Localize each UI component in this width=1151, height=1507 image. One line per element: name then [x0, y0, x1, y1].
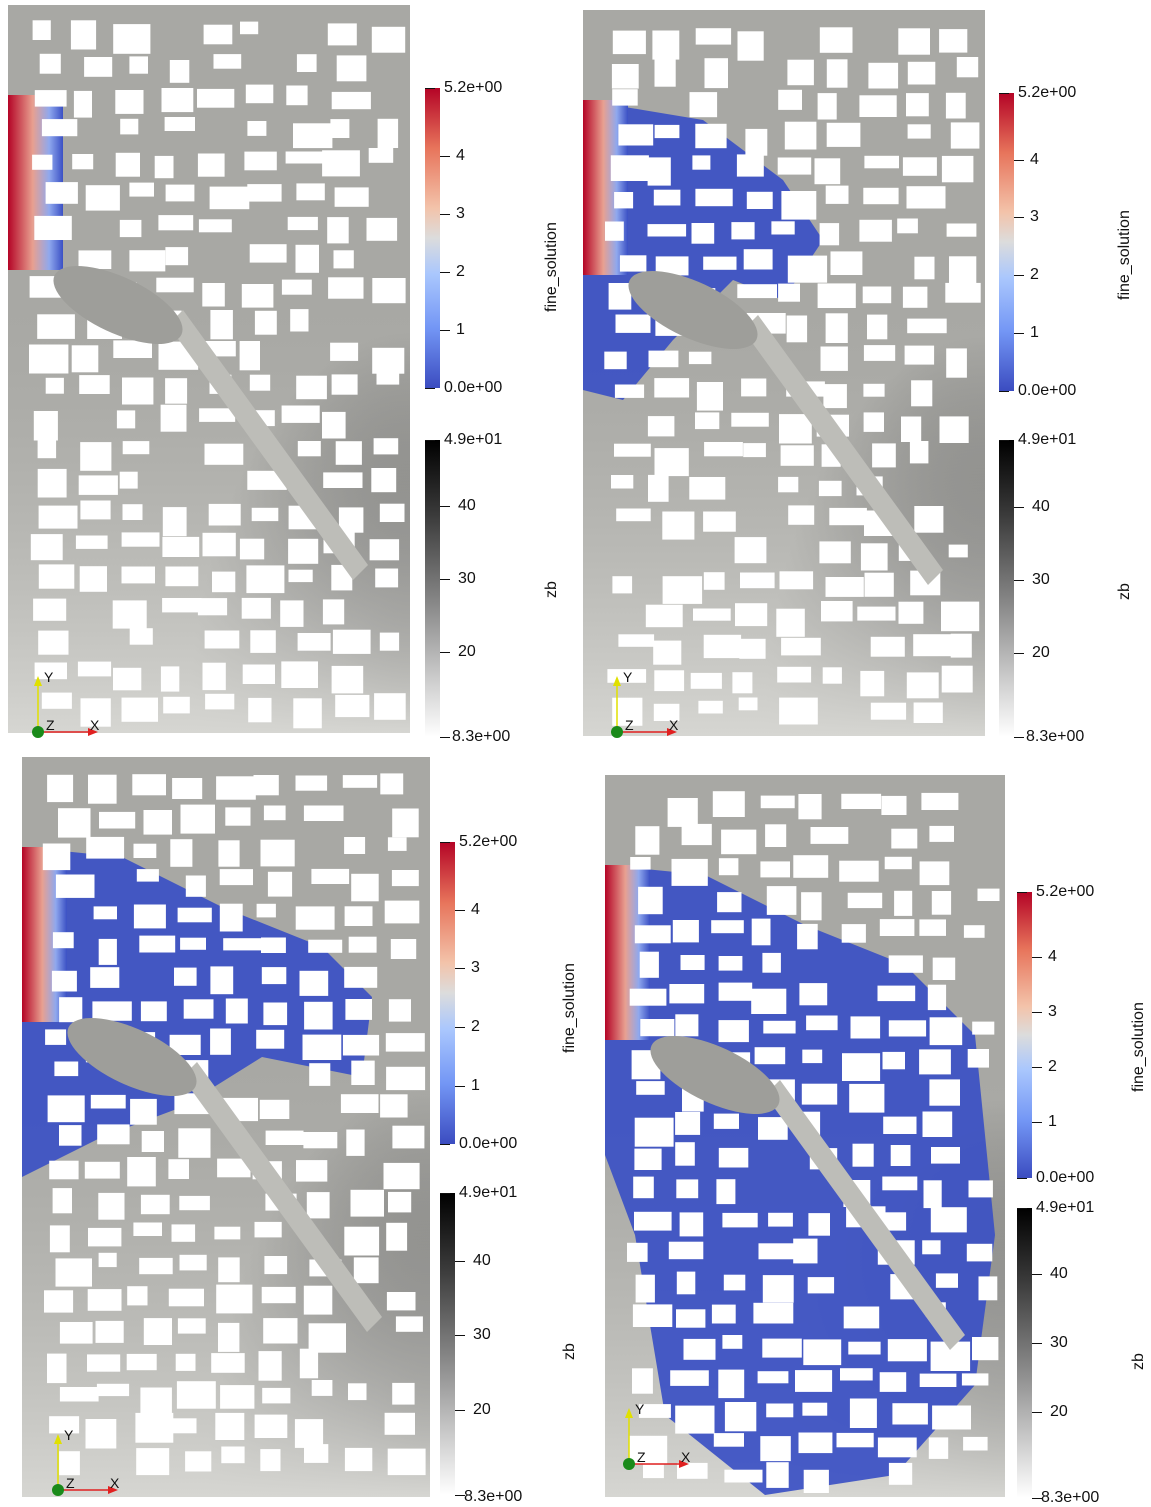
fine-tick-label: 0.0e+00 [1018, 382, 1077, 399]
fine-tick-label: 4 [1048, 948, 1057, 965]
zb-tick-label: 30 [458, 570, 476, 587]
zb-tick-label: 4.9e+01 [1018, 431, 1077, 448]
map-view[interactable] [605, 775, 1005, 1497]
fine-tick-label: 4 [1030, 151, 1039, 168]
fine-tick-label: 1 [456, 321, 465, 338]
fine-tick-label: 3 [471, 959, 480, 976]
map-view[interactable] [22, 757, 430, 1497]
map-render [583, 10, 985, 736]
zb-tick-label: 20 [473, 1401, 491, 1418]
axis-y-label: Y [623, 669, 633, 685]
fine-tick-label: 3 [456, 205, 465, 222]
panel-1: 5.2e+00 4 3 2 1 0.0e+00 fine_solution 4.… [0, 0, 575, 750]
axis-z-label: Z [46, 717, 55, 733]
axis-z-label: Z [66, 1475, 75, 1491]
zb-tick-label: 30 [1050, 1334, 1068, 1351]
zb-tick-label: 4.9e+01 [459, 1184, 518, 1201]
map-render [22, 757, 430, 1497]
fine-tick-label: 1 [1048, 1113, 1057, 1130]
fine-tick-label: 5.2e+00 [1036, 883, 1095, 900]
fine-solution-title: fine_solution [1130, 1002, 1147, 1092]
axes-icon [52, 1434, 118, 1496]
zb-tick-label: 8.3e+00 [1041, 1489, 1100, 1506]
axis-y-label: Y [635, 1401, 645, 1417]
zb-tick-label: 20 [1032, 644, 1050, 661]
orientation-axes: Y Z X [28, 668, 108, 748]
fine-tick-label: 0.0e+00 [459, 1135, 518, 1152]
zb-colorbar [425, 440, 440, 737]
zb-tick-label: 8.3e+00 [464, 1488, 523, 1505]
axis-x-label: X [110, 1475, 120, 1491]
zb-tick-label: 40 [473, 1252, 491, 1269]
zb-tick-label: 4.9e+01 [1036, 1199, 1095, 1216]
axis-x-label: X [669, 717, 679, 733]
axis-y-label: Y [64, 1427, 74, 1443]
fine-tick-label: 2 [456, 263, 465, 280]
zb-colorbar [440, 1193, 455, 1495]
axis-y-label: Y [44, 669, 54, 685]
axes-icon [623, 1408, 689, 1470]
zb-tick-label: 30 [1032, 571, 1050, 588]
fine-tick-label: 4 [456, 147, 465, 164]
fine-solution-colorbar [440, 842, 455, 1144]
zb-tick-label: 40 [458, 497, 476, 514]
zb-tick-label: 20 [1050, 1403, 1068, 1420]
zb-tick-label: 8.3e+00 [1026, 728, 1085, 745]
fine-solution-colorbar [425, 88, 440, 388]
zb-colorbar [999, 440, 1014, 737]
axis-z-label: Z [625, 717, 634, 733]
fine-tick-label: 1 [1030, 324, 1039, 341]
zb-tick-label: 30 [473, 1326, 491, 1343]
zb-title: zb [543, 581, 560, 598]
map-view[interactable] [8, 5, 410, 733]
axes-icon [611, 676, 677, 738]
zb-tick-label: 20 [458, 643, 476, 660]
fine-tick-label: 1 [471, 1077, 480, 1094]
panel-3: 5.2e+00 4 3 2 1 0.0e+00 fine_solution 4.… [0, 750, 578, 1507]
fine-tick-label: 5.2e+00 [444, 79, 503, 96]
zb-colorbar [1017, 1208, 1032, 1498]
fine-tick-label: 2 [1048, 1058, 1057, 1075]
fine-tick-label: 4 [471, 901, 480, 918]
zb-tick-label: 4.9e+01 [444, 431, 503, 448]
fine-tick-label: 0.0e+00 [444, 379, 503, 396]
fine-solution-colorbar [999, 93, 1014, 391]
map-view[interactable] [583, 10, 985, 736]
fine-tick-label: 5.2e+00 [1018, 84, 1077, 101]
axis-x-label: X [90, 717, 100, 733]
fine-tick-label: 5.2e+00 [459, 833, 518, 850]
fine-solution-title: fine_solution [1116, 210, 1133, 300]
map-render [605, 775, 1005, 1497]
panel-4: 5.2e+00 4 3 2 1 0.0e+00 fine_solution 4.… [575, 750, 1151, 1507]
fine-tick-label: 3 [1030, 208, 1039, 225]
axis-x-label: X [681, 1449, 691, 1465]
panel-2: 5.2e+00 4 3 2 1 0.0e+00 fine_solution 4.… [575, 0, 1151, 750]
fine-tick-label: 2 [1030, 266, 1039, 283]
zb-tick-label: 40 [1032, 498, 1050, 515]
fine-tick-label: 2 [471, 1018, 480, 1035]
orientation-axes: Y Z X [619, 1400, 699, 1480]
zb-tick-label: 40 [1050, 1265, 1068, 1282]
fine-tick-label: 0.0e+00 [1036, 1169, 1095, 1186]
axis-z-label: Z [637, 1449, 646, 1465]
axes-icon [32, 676, 98, 738]
fine-solution-colorbar [1017, 892, 1032, 1178]
fine-solution-title: fine_solution [543, 222, 560, 312]
map-render [8, 5, 410, 733]
orientation-axes: Y Z X [48, 1426, 128, 1506]
orientation-axes: Y Z X [607, 668, 687, 748]
zb-title: zb [1116, 583, 1133, 600]
fine-tick-label: 3 [1048, 1003, 1057, 1020]
zb-title: zb [1130, 1353, 1147, 1370]
zb-tick-label: 8.3e+00 [452, 728, 511, 745]
